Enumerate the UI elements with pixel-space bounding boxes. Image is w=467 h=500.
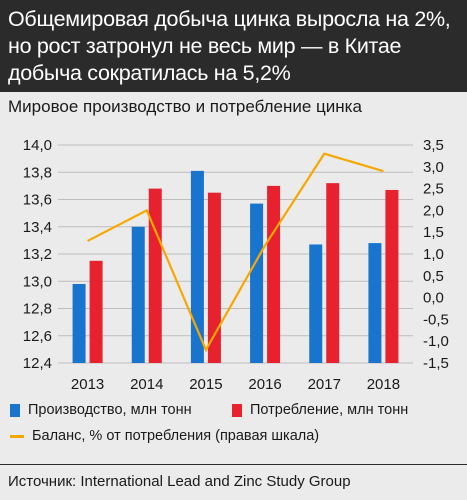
right-tick-label: 1,5 — [423, 224, 444, 241]
legend-swatch-production — [10, 403, 20, 417]
right-tick-label: 0,0 — [423, 290, 444, 307]
x-tick-label: 2016 — [248, 376, 281, 393]
bar-consumption — [89, 260, 103, 363]
x-tick-label: 2018 — [367, 376, 400, 393]
bar-production — [72, 283, 86, 363]
left-tick-label: 12,8 — [23, 301, 52, 318]
balance-line — [87, 152, 384, 353]
source-note: Источник: International Lead and Zinc St… — [0, 464, 467, 500]
title-line-3: добыча сократилась на 5,2% — [8, 61, 291, 85]
left-tick-label: 13,4 — [23, 219, 52, 236]
left-tick-label: 12,6 — [23, 328, 52, 345]
right-tick-label: 2,0 — [423, 202, 444, 219]
right-tick-label: 3,0 — [423, 159, 444, 176]
x-tick-label: 2015 — [189, 376, 222, 393]
left-tick-label: 13,0 — [23, 273, 52, 290]
legend-label-production: Производство, млн тонн — [28, 402, 192, 418]
left-tick-label: 13,2 — [23, 246, 52, 263]
legend-item-production: Производство, млн тонн — [10, 402, 192, 418]
right-tick-label: -1,5 — [423, 355, 449, 372]
left-tick-label: 14,0 — [23, 137, 52, 154]
bar-production — [250, 203, 264, 363]
bar-consumption — [385, 189, 399, 363]
right-tick-label: 2,5 — [423, 181, 444, 198]
left-tick-label: 12,4 — [23, 355, 52, 372]
source-label: Источник: — [8, 473, 77, 490]
right-tick-label: 1,0 — [423, 246, 444, 263]
bar-consumption — [267, 185, 281, 363]
right-tick-label: -1,0 — [423, 333, 449, 350]
x-tick-label: 2017 — [308, 376, 341, 393]
right-tick-label: 0,5 — [423, 268, 444, 285]
bar-production — [131, 226, 145, 363]
bar-consumption — [148, 188, 162, 363]
left-tick-label: 13,8 — [23, 164, 52, 181]
right-tick-label: -0,5 — [423, 311, 449, 328]
bar-consumption — [326, 183, 340, 363]
title-line-1: Общемировая добыча цинка выросла на 2%, — [8, 7, 451, 31]
x-tick-label: 2014 — [130, 376, 163, 393]
x-tick-label: 2013 — [71, 376, 104, 393]
zinc-chart: 14,0 13,8 13,6 13,4 13,2 13,0 12,8 12,6 12,4 3,5 3… — [23, 137, 449, 393]
title-line-2: но рост затронул не весь мир — в Китае — [8, 34, 402, 58]
legend-label-consumption: Потребление, млн тонн — [250, 402, 409, 418]
legend-label-balance: Баланс, % от потребления (правая шкала) — [32, 428, 320, 444]
legend-swatch-consumption — [232, 403, 242, 417]
chart-header: Общемировая добыча цинка выросла на 2%, … — [0, 0, 467, 92]
bar-consumption — [207, 192, 221, 363]
bar-production — [309, 244, 323, 363]
legend-item-consumption: Потребление, млн тонн — [232, 402, 408, 418]
chart-subtitle: Мировое производство и потребление цинка — [8, 97, 362, 116]
legend-item-balance: Баланс, % от потребления (правая шкала) — [10, 428, 319, 444]
legend-swatch-balance — [10, 434, 24, 438]
left-tick-label: 13,6 — [23, 192, 52, 209]
bar-production — [368, 243, 382, 363]
right-tick-label: 3,5 — [423, 137, 444, 154]
source-value: International Lead and Zinc Study Group — [80, 473, 351, 490]
bar-production — [190, 170, 204, 363]
